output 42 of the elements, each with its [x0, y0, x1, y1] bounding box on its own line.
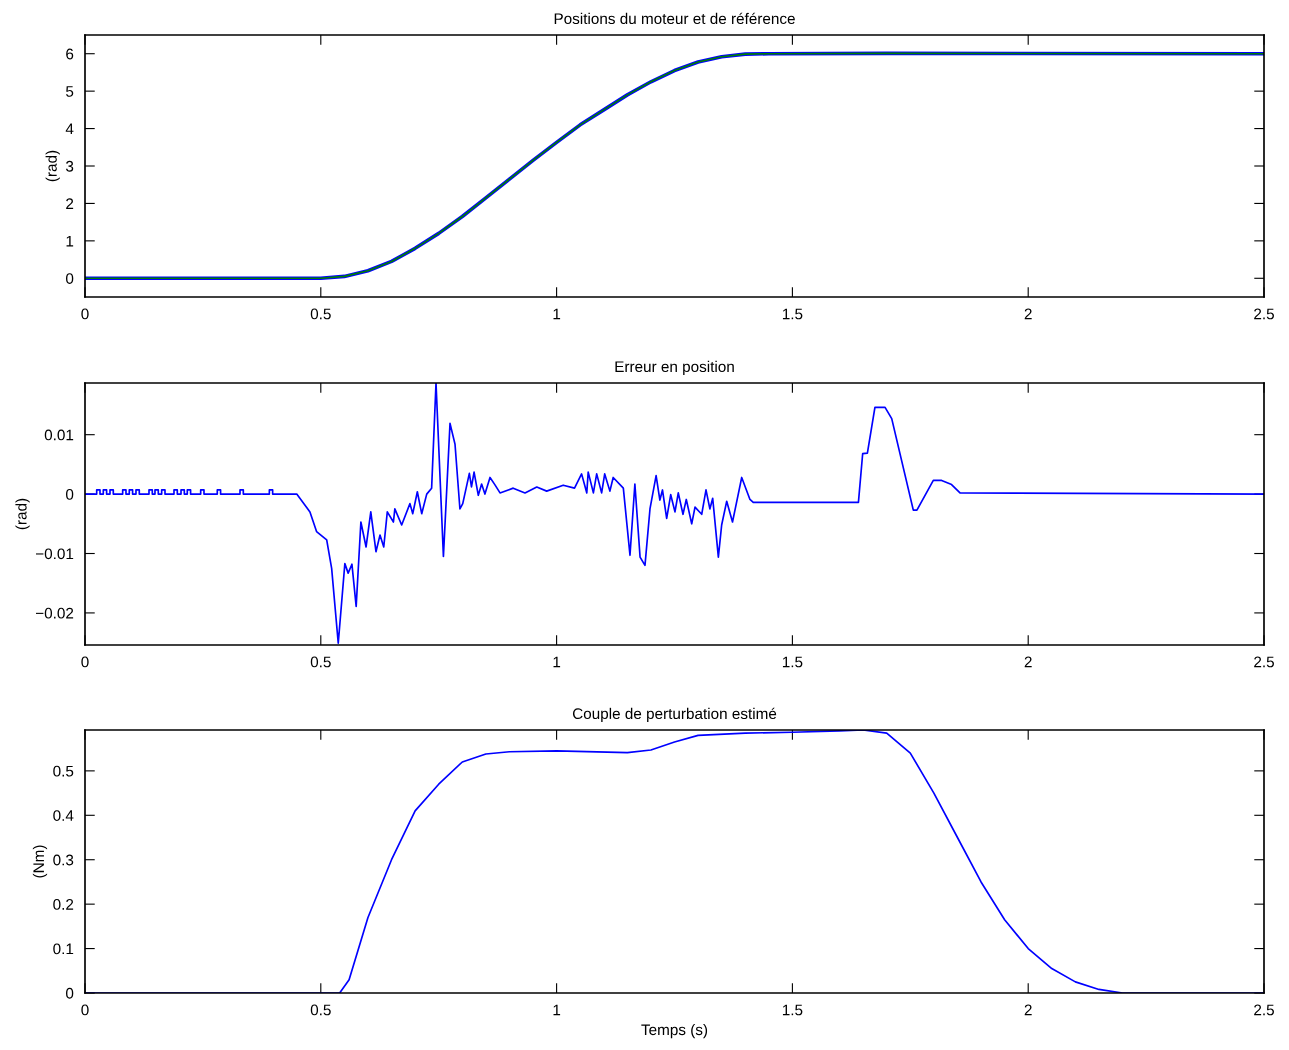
y-tick-label: 0: [65, 488, 74, 500]
x-tick-label: 1: [553, 308, 561, 320]
chart-title: Positions du moteur et de référence: [554, 12, 795, 25]
x-tick-label: 0.5: [310, 656, 331, 668]
y-tick-label: 0.01: [44, 429, 74, 441]
x-tick-label: 0: [81, 1004, 89, 1016]
x-tick-label: 0.5: [310, 308, 331, 320]
y-tick-label: 0.5: [53, 765, 74, 777]
x-tick-label: 2.5: [1254, 308, 1274, 320]
x-tick-label: 0.5: [310, 1004, 331, 1016]
x-tick-label: 1.5: [782, 1004, 803, 1016]
y-axis-title: (rad): [45, 150, 60, 182]
x-tick-label: 2: [1024, 1004, 1032, 1016]
x-tick-label: 2: [1024, 308, 1032, 320]
x-tick-label: 1: [553, 1004, 561, 1016]
chart-title: Couple de perturbation estimé: [572, 707, 777, 723]
y-tick-label: 4: [65, 123, 74, 135]
x-tick-label: 0: [81, 656, 89, 668]
y-axis-title: (Nm): [32, 845, 48, 878]
x-tick-label: 1.5: [782, 308, 803, 320]
x-tick-label: 0: [81, 308, 89, 320]
chart-title: Erreur en position: [615, 360, 734, 376]
y-tick-label: −0.02: [35, 607, 74, 619]
y-tick-label: 1: [66, 235, 74, 247]
y-tick-label: 3: [65, 160, 74, 172]
x-tick-label: 2.5: [1254, 1004, 1274, 1016]
y-tick-label: 5: [66, 86, 74, 97]
y-tick-label: 0.2: [53, 899, 74, 910]
y-tick-label: 2: [66, 198, 74, 209]
y-axis-title: (rad): [15, 498, 30, 530]
y-tick-label: 0: [65, 987, 74, 999]
y-tick-label: 0.1: [53, 943, 74, 955]
y-tick-label: 0.3: [53, 854, 74, 866]
x-tick-label: 1: [553, 656, 561, 668]
x-axis-title: Temps (s): [641, 1023, 708, 1039]
x-tick-label: 2: [1024, 656, 1032, 668]
y-tick-label: 6: [66, 48, 74, 60]
x-tick-label: 1.5: [782, 656, 803, 668]
y-tick-label: 0: [65, 273, 74, 284]
y-tick-label: −0.01: [35, 548, 74, 560]
x-tick-label: 2.5: [1254, 656, 1274, 668]
y-tick-label: 0.4: [53, 810, 74, 821]
